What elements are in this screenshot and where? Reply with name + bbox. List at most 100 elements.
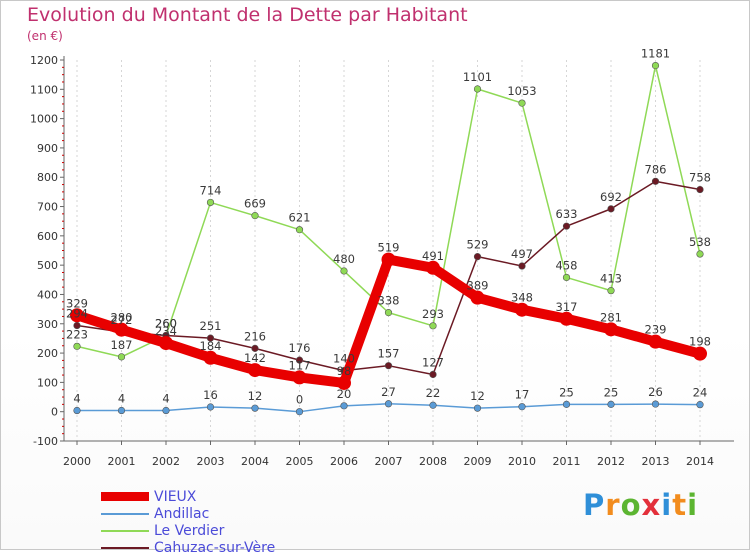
data-point: [248, 363, 262, 378]
data-point: [429, 370, 437, 379]
data-point: [162, 406, 170, 415]
data-point: [70, 308, 84, 323]
data-label: 413: [600, 272, 622, 286]
legend-item: Andillac: [101, 505, 275, 522]
data-label: 25: [559, 385, 574, 399]
data-label: 16: [203, 388, 218, 402]
data-label: 1181: [641, 47, 670, 61]
data-point: [340, 267, 348, 275]
logo-letter: t: [672, 488, 688, 522]
proxiti-logo: Proxiti: [583, 488, 698, 522]
data-label: 117: [289, 358, 311, 372]
y-tick-label: 1200: [30, 54, 58, 67]
data-point: [515, 302, 529, 317]
data-label: 187: [111, 338, 133, 352]
y-tick-label: 400: [37, 288, 58, 301]
legend-label: VIEUX: [154, 488, 197, 505]
data-point: [518, 99, 526, 107]
logo-letter: i: [661, 488, 673, 522]
data-label: 281: [600, 310, 622, 324]
x-tick-label: 2005: [286, 455, 314, 468]
data-label: 157: [378, 347, 400, 361]
data-label: 538: [689, 235, 711, 249]
data-label: 4: [162, 392, 169, 406]
legend-item: Le Verdier: [101, 522, 275, 539]
data-label: 272: [111, 313, 133, 327]
data-point: [159, 336, 173, 351]
x-tick-label: 2006: [330, 455, 358, 468]
data-label: 4: [118, 392, 125, 406]
data-label: 293: [422, 307, 444, 321]
data-label: 12: [248, 389, 263, 403]
data-point: [203, 350, 218, 365]
data-label: 176: [289, 341, 311, 355]
data-point: [292, 370, 307, 385]
data-point: [426, 260, 440, 275]
data-label: 223: [66, 327, 88, 341]
data-point: [607, 400, 615, 408]
data-point: [518, 262, 526, 270]
data-point: [429, 322, 437, 330]
data-label: 127: [422, 355, 444, 369]
data-point: [562, 273, 571, 282]
legend-label: Cahuzac-sur-Vère: [154, 539, 276, 556]
data-point: [562, 222, 571, 230]
data-label: 480: [333, 252, 355, 266]
data-point: [473, 85, 482, 93]
data-label: 1053: [507, 84, 536, 98]
data-label: 786: [645, 162, 667, 176]
chart-legend: VIEUX Andillac Le Verdier Cahuzac-sur-Vère: [101, 488, 275, 556]
y-tick-label: 600: [37, 230, 58, 243]
data-label: 519: [378, 241, 400, 255]
data-point: [470, 290, 485, 305]
data-label: 621: [289, 211, 311, 225]
logo-letter: P: [583, 488, 606, 522]
data-label: 22: [426, 386, 441, 400]
data-point: [73, 342, 81, 350]
data-point: [559, 311, 574, 326]
y-tick-label: 300: [37, 318, 58, 331]
y-tick-label: 500: [37, 259, 58, 272]
data-label: 529: [467, 238, 489, 252]
data-label: 758: [689, 171, 711, 185]
data-point: [429, 401, 437, 409]
x-tick-label: 2003: [197, 455, 225, 468]
data-point: [206, 334, 215, 342]
data-label: 317: [556, 300, 578, 314]
series-vieux: [70, 252, 707, 390]
data-label: 24: [693, 386, 708, 400]
legend-swatch: [101, 512, 149, 515]
data-label: 491: [422, 249, 444, 263]
legend-item: VIEUX: [101, 488, 275, 505]
y-tick-label: -100: [33, 435, 58, 448]
x-tick-label: 2013: [642, 455, 670, 468]
y-tick-label: 800: [37, 171, 58, 184]
data-label: 26: [648, 385, 663, 399]
y-tick-label: 700: [37, 201, 58, 214]
series-andillac: [73, 400, 704, 416]
data-label: 338: [378, 294, 400, 308]
data-label: 251: [200, 319, 222, 333]
data-point: [251, 212, 259, 220]
legend-swatch: [101, 546, 149, 549]
data-point: [73, 406, 81, 415]
data-label: 4: [73, 392, 80, 406]
data-label: 98: [337, 364, 352, 378]
data-label: 348: [511, 291, 533, 305]
y-tick-label: 0: [51, 406, 58, 419]
data-label: 12: [470, 389, 485, 403]
data-point: [604, 322, 618, 337]
data-label: 260: [155, 316, 177, 330]
y-tick-label: 1100: [30, 83, 58, 96]
x-tick-label: 2002: [152, 455, 180, 468]
data-point: [381, 252, 396, 267]
x-tick-label: 2001: [108, 455, 136, 468]
x-tick-label: 2012: [597, 455, 625, 468]
data-point: [607, 287, 615, 295]
chart-title: Evolution du Montant de la Dette par Hab…: [27, 4, 468, 26]
x-tick-label: 2000: [63, 455, 91, 468]
data-label: 389: [467, 279, 489, 293]
y-tick-label: 100: [37, 376, 58, 389]
data-point: [295, 356, 304, 364]
data-label: 20: [337, 387, 352, 401]
